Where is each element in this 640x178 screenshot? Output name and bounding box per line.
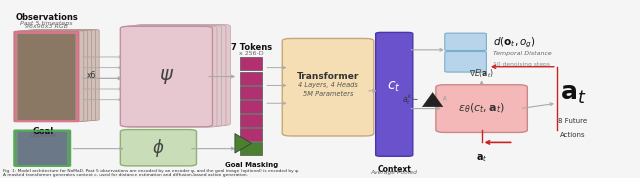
Text: x6: x6	[86, 71, 96, 80]
Text: Context: Context	[378, 165, 411, 174]
Bar	[240, 142, 262, 155]
Text: 8 Future: 8 Future	[558, 118, 588, 124]
Bar	[240, 72, 262, 85]
FancyBboxPatch shape	[14, 130, 70, 166]
Bar	[240, 114, 262, 127]
FancyBboxPatch shape	[376, 32, 413, 156]
FancyBboxPatch shape	[120, 130, 196, 166]
Text: Average Pooled: Average Pooled	[371, 170, 418, 175]
Bar	[18, 33, 75, 120]
FancyBboxPatch shape	[137, 24, 230, 126]
Text: $\psi$: $\psi$	[159, 67, 174, 86]
Text: Observations: Observations	[15, 13, 78, 22]
Text: 10 denoising steps: 10 denoising steps	[493, 62, 550, 67]
Text: $\mathbf{a}_t$: $\mathbf{a}_t$	[559, 82, 586, 106]
Text: $a_t^k \sim$: $a_t^k \sim$	[403, 92, 420, 107]
Text: Actions: Actions	[560, 132, 586, 138]
FancyBboxPatch shape	[17, 31, 84, 122]
FancyBboxPatch shape	[124, 26, 217, 127]
Bar	[16, 131, 68, 166]
FancyBboxPatch shape	[132, 25, 226, 126]
FancyBboxPatch shape	[445, 51, 486, 72]
Bar	[16, 33, 77, 121]
Text: x 256-D: x 256-D	[239, 51, 264, 56]
FancyBboxPatch shape	[32, 30, 99, 120]
FancyBboxPatch shape	[436, 85, 527, 132]
Text: $c_t$: $c_t$	[387, 80, 401, 94]
Polygon shape	[235, 134, 252, 153]
Text: $\varepsilon_\theta(c_t, \mathbf{a}_t)$: $\varepsilon_\theta(c_t, \mathbf{a}_t)$	[458, 102, 505, 115]
Text: 96x96x3 RGB: 96x96x3 RGB	[25, 24, 68, 29]
FancyBboxPatch shape	[14, 32, 79, 122]
Text: Goal: Goal	[33, 127, 54, 136]
Text: Optional: Optional	[30, 133, 57, 138]
Text: Temporal Distance: Temporal Distance	[493, 51, 552, 56]
Bar	[240, 86, 262, 99]
Text: 7 Tokens: 7 Tokens	[230, 43, 272, 52]
Bar	[18, 132, 67, 165]
FancyBboxPatch shape	[445, 33, 486, 51]
FancyBboxPatch shape	[128, 25, 221, 127]
Bar	[240, 57, 262, 70]
Text: Transformer: Transformer	[297, 72, 359, 81]
Text: Past 5 timesteps: Past 5 timesteps	[20, 21, 73, 26]
Bar	[240, 128, 262, 141]
Text: $\mathbf{a}_t$: $\mathbf{a}_t$	[476, 152, 488, 164]
Bar	[240, 100, 262, 113]
FancyBboxPatch shape	[24, 30, 92, 121]
Text: $\nabla E(\mathbf{a}_t)$: $\nabla E(\mathbf{a}_t)$	[469, 68, 494, 80]
FancyBboxPatch shape	[282, 38, 374, 136]
Text: $\phi$: $\phi$	[152, 137, 164, 159]
FancyBboxPatch shape	[20, 30, 88, 121]
FancyBboxPatch shape	[28, 30, 95, 121]
Text: Fig. 1: Model architecture for NoMaD. Past 5 observations are encoded by an enco: Fig. 1: Model architecture for NoMaD. Pa…	[3, 169, 300, 177]
Text: 5M Parameters: 5M Parameters	[303, 91, 353, 97]
Text: 4 Layers, 4 Heads: 4 Layers, 4 Heads	[298, 82, 358, 88]
FancyBboxPatch shape	[120, 26, 212, 127]
Text: $d(\mathbf{o}_t, o_g)$: $d(\mathbf{o}_t, o_g)$	[493, 36, 536, 50]
Polygon shape	[422, 93, 443, 107]
Text: Goal Masking: Goal Masking	[225, 162, 278, 168]
